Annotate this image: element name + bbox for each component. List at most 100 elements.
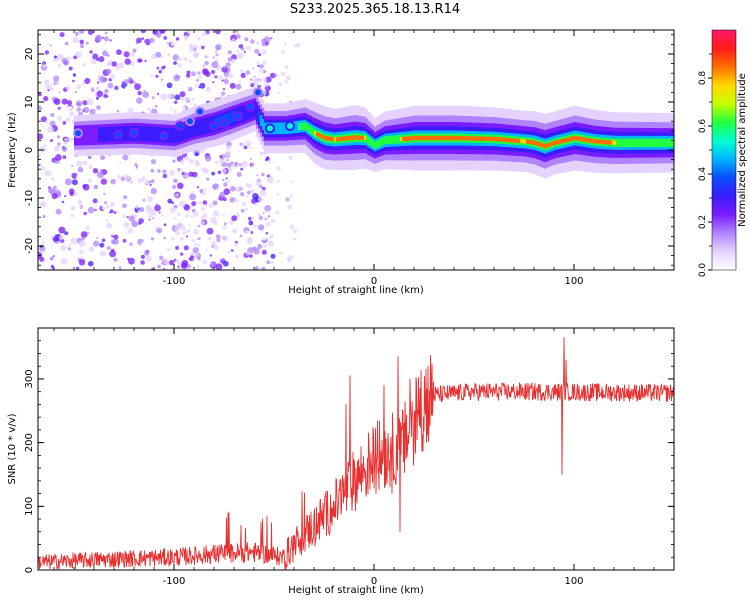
noise-speckle [197, 36, 201, 41]
noise-speckle [163, 259, 169, 265]
noise-speckle [86, 53, 93, 60]
ridge-band [550, 141, 553, 147]
noise-speckle [162, 169, 167, 174]
noise-speckle [163, 36, 168, 40]
noise-speckle [211, 61, 219, 69]
noise-speckle [265, 157, 270, 161]
noise-speckle [162, 173, 168, 179]
noise-speckle [197, 71, 201, 75]
noise-speckle [244, 230, 248, 235]
noise-speckle [277, 91, 280, 95]
noise-speckle [149, 37, 155, 43]
ridge-band [188, 122, 191, 139]
noise-speckle [127, 104, 132, 109]
noise-speckle [142, 198, 146, 202]
noise-speckle [40, 64, 48, 71]
noise-speckle [223, 188, 231, 195]
noise-speckle [232, 200, 240, 208]
y-tick-label: 0 [24, 567, 35, 573]
noise-speckle [243, 51, 246, 53]
noise-speckle [50, 57, 54, 61]
noise-speckle [191, 71, 197, 77]
noise-speckle [89, 108, 96, 116]
noise-speckle [66, 56, 71, 61]
noise-speckle [255, 82, 258, 85]
noise-speckle [189, 46, 195, 52]
noise-speckle [246, 237, 253, 245]
spectrogram-marks [38, 30, 674, 270]
noise-speckle [256, 174, 259, 177]
ridge-band [564, 138, 567, 143]
noise-speckle [136, 97, 143, 104]
noise-speckle [197, 256, 201, 261]
ridge-blob-core [115, 131, 121, 138]
noise-speckle [259, 64, 264, 69]
noise-speckle [205, 249, 208, 252]
noise-speckle [205, 86, 212, 93]
ridge-blob-core [247, 103, 253, 110]
noise-speckle [41, 241, 45, 244]
ridge-band [634, 138, 637, 147]
noise-speckle [220, 258, 224, 262]
noise-speckle [182, 231, 186, 235]
noise-speckle [85, 225, 90, 231]
noise-speckle [89, 50, 93, 54]
noise-speckle [73, 191, 78, 196]
ridge-band [294, 121, 297, 134]
ridge-band [396, 135, 399, 144]
noise-speckle [217, 214, 220, 218]
noise-speckle [169, 259, 175, 266]
noise-speckle [101, 204, 107, 211]
ridge-band [274, 122, 277, 135]
noise-speckle [230, 155, 236, 161]
y-tick-label: 20 [24, 48, 35, 61]
ridge-band [232, 111, 235, 123]
ridge-band [186, 123, 189, 139]
noise-speckle [191, 208, 196, 213]
ridge-band [464, 136, 467, 141]
noise-speckle [134, 163, 138, 167]
noise-speckle [57, 115, 62, 121]
noise-speckle [188, 159, 194, 164]
noise-speckle [184, 156, 189, 161]
noise-speckle [109, 211, 112, 214]
ridge-blob-core [177, 123, 183, 129]
noise-speckle [108, 154, 111, 157]
noise-speckle [82, 183, 90, 191]
snr-background [38, 328, 674, 570]
noise-speckle [106, 62, 111, 67]
ridge-band [510, 138, 513, 143]
noise-speckle [208, 202, 214, 208]
noise-speckle [206, 177, 210, 181]
noise-speckle [150, 187, 157, 195]
noise-speckle [137, 178, 144, 184]
noise-speckle [236, 172, 242, 177]
noise-speckle [261, 266, 266, 270]
ridge-band [346, 136, 349, 141]
noise-speckle [70, 205, 76, 211]
ridge-band [650, 138, 653, 147]
ridge-band [98, 127, 101, 142]
noise-speckle [47, 79, 49, 82]
noise-speckle [200, 70, 204, 73]
noise-speckle [151, 96, 155, 100]
noise-speckle [191, 191, 195, 195]
noise-speckle [93, 84, 100, 91]
ridge-band [446, 135, 449, 141]
noise-speckle [195, 189, 200, 194]
noise-speckle [185, 229, 189, 233]
noise-speckle [264, 82, 269, 87]
ridge-band [254, 101, 257, 118]
noise-speckle [176, 267, 180, 270]
noise-speckle [60, 244, 67, 252]
noise-speckle [214, 75, 218, 79]
noise-speckle [44, 120, 48, 124]
ridge-band [382, 137, 385, 146]
noise-speckle [140, 54, 147, 61]
noise-speckle [176, 212, 181, 216]
noise-speckle [49, 41, 54, 46]
noise-speckle [173, 178, 178, 184]
noise-speckle [129, 61, 135, 67]
